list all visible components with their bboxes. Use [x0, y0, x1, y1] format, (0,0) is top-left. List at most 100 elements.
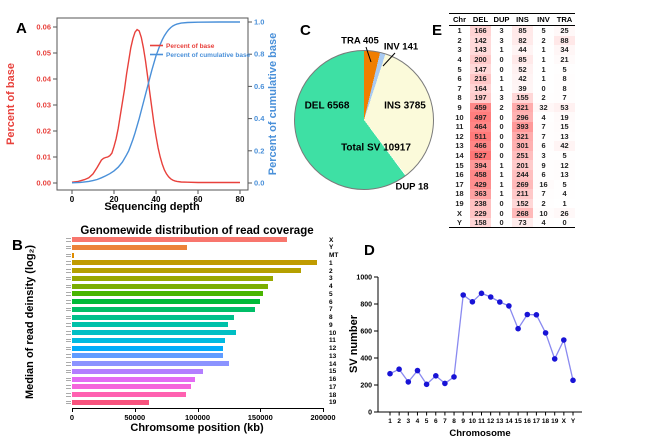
row-axis-tick — [66, 263, 71, 265]
value-cell: 13 — [554, 169, 575, 180]
value-cell: 85 — [512, 54, 533, 65]
chromosome-label: 3 — [329, 275, 333, 283]
chart-b-ylabel: Median of read deinsity (log₂) — [24, 244, 36, 400]
tra-leader-line — [365, 46, 372, 63]
value-cell: 5 — [554, 64, 575, 74]
y-tick-label: 600 — [360, 329, 372, 336]
y-tick-label-left: 0.04 — [36, 75, 51, 84]
chr-cell: 7 — [457, 83, 462, 93]
value-cell: 7 — [554, 93, 575, 103]
row-axis-tick — [66, 400, 71, 402]
y-tick-label-right: 0.4 — [254, 114, 265, 123]
table-row: 10 497 0 296 4 19 — [449, 112, 575, 122]
chart-b-xlabel: Chromsome position (kb) — [130, 422, 264, 434]
table-row: 16 458 1 244 6 13 — [449, 169, 575, 180]
value-cell: 0 — [499, 122, 504, 132]
value-cell: 3 — [491, 25, 512, 36]
x-tick-label: 11 — [478, 418, 485, 425]
value-cell: 4 — [533, 217, 554, 229]
x-tick-label: 0 — [69, 413, 75, 422]
x-tick-label: 50000 — [124, 413, 146, 422]
value-cell: 321 — [512, 102, 533, 113]
value-cell: 201 — [512, 160, 533, 170]
row-axis-tick — [66, 395, 71, 397]
data-point — [524, 311, 531, 318]
x-tick-label: 0 — [70, 195, 75, 204]
value-cell: 155 — [512, 93, 533, 103]
chromosome-bar — [72, 275, 273, 281]
table-header-cell: TRA — [554, 13, 575, 26]
chromosome-bar — [72, 244, 188, 250]
row-axis-tick — [66, 393, 71, 394]
chr-cell: 13 — [455, 141, 464, 151]
pie-label-inv: INV 141 — [383, 41, 419, 53]
value-cell: 1 — [491, 179, 512, 190]
value-cell: 464 — [470, 121, 491, 132]
value-cell: 459 — [470, 102, 491, 113]
table-header-cell: INS — [512, 13, 533, 26]
value-cell: 2 — [533, 93, 554, 103]
chromosome-bar — [72, 330, 236, 336]
x-tick-label: Y — [571, 418, 576, 425]
row-axis-tick — [66, 377, 71, 379]
value-cell: 0 — [499, 55, 504, 65]
value-cell: 393 — [512, 121, 533, 132]
chromosome-label: 2 — [329, 267, 333, 275]
chromosome-label: Y — [329, 244, 334, 252]
value-cell: 147 — [470, 64, 491, 74]
chr-cell: 17 — [455, 179, 464, 189]
data-point — [387, 370, 393, 377]
value-cell: 363 — [470, 189, 491, 199]
chr-cell: 14 — [455, 151, 464, 161]
value-cell: 9 — [533, 160, 554, 170]
sv-pie-panel: TRA 405 INV 141 DEL 6568 INS 3785 Total … — [290, 0, 480, 212]
value-cell: 0 — [499, 198, 504, 208]
table-header-cell: DEL — [470, 13, 491, 26]
table-row: 18 363 1 211 7 4 — [449, 189, 575, 199]
value-cell: 238 — [470, 198, 491, 209]
value-cell: 1 — [491, 45, 512, 55]
value-cell: 53 — [554, 102, 575, 113]
sequencing-depth-chart: 0.00 0.01 0.02 0.03 0.04 0.05 0.06 0.0 0.2 0.4 0.6… — [5, 17, 279, 213]
value-cell: 6 — [533, 141, 554, 151]
table-row: 5 147 0 52 1 5 — [449, 64, 575, 74]
chr-cell: 12 — [455, 131, 464, 141]
value-cell: 1 — [533, 73, 554, 84]
value-cell: 52 — [512, 64, 533, 74]
chr-cell: 5 — [457, 64, 462, 74]
legend-label-cumulative-base: Percent of cumulative base — [166, 52, 251, 59]
x-tick-label: 4 — [416, 418, 420, 425]
value-cell: 15 — [554, 121, 575, 132]
row-axis-tick — [66, 248, 71, 250]
chromosome-label: X — [329, 236, 334, 244]
data-point — [405, 379, 412, 385]
value-cell: 3 — [491, 93, 512, 103]
chromosome-bar — [72, 345, 223, 351]
value-cell: 2 — [491, 102, 512, 113]
data-point — [414, 367, 421, 374]
data-point — [487, 294, 494, 300]
value-cell: 200 — [470, 54, 491, 65]
table-header-cell: Chr — [449, 13, 470, 26]
panel-c-label: C — [300, 22, 311, 39]
row-axis-tick — [66, 302, 71, 304]
row-axis-tick — [66, 372, 71, 374]
value-cell: 143 — [470, 45, 491, 55]
value-cell: 82 — [512, 35, 533, 46]
chromosome-bar — [72, 392, 186, 398]
chromosome-label: 12 — [329, 345, 337, 352]
data-point — [542, 330, 549, 336]
x-tick-label: 7 — [443, 418, 447, 425]
row-axis-tick — [66, 287, 71, 289]
value-cell: 458 — [470, 169, 491, 180]
row-axis-tick — [66, 331, 71, 332]
row-axis-tick — [66, 349, 71, 351]
chromosome-bar — [72, 260, 318, 266]
value-cell: 2 — [533, 35, 554, 46]
value-cell: 0 — [499, 151, 504, 161]
value-cell: 1 — [491, 83, 512, 94]
value-cell: 301 — [512, 141, 533, 151]
value-cell: 0 — [499, 141, 504, 151]
value-cell: 152 — [512, 198, 533, 209]
